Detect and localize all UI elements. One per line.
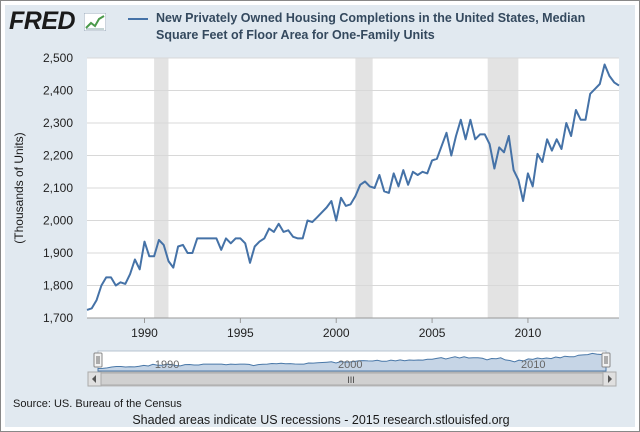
- y-tick-label: 1,900: [43, 246, 73, 260]
- navigator-tick-label: 2010: [521, 359, 545, 371]
- navigator-tick-label: 2000: [338, 359, 362, 371]
- navigator-right-handle[interactable]: [601, 352, 611, 368]
- x-tick-label: 2010: [515, 326, 542, 340]
- x-tick-label: 2005: [419, 326, 446, 340]
- x-tick-label: 2000: [323, 326, 350, 340]
- y-tick-label: 2,300: [43, 116, 73, 130]
- navigator-series: [97, 352, 607, 372]
- legend-line-swatch: [128, 18, 148, 20]
- source-note: Source: US. Bureau of the Census: [13, 398, 182, 410]
- y-tick-label: 2,100: [43, 181, 73, 195]
- navigator-tick-label: 1990: [155, 359, 179, 371]
- y-tick-label: 2,500: [43, 51, 73, 65]
- recession-note: Shaded areas indicate US recessions - 20…: [132, 413, 510, 427]
- y-tick-label: 1,700: [43, 311, 73, 325]
- logo-text: FRED: [9, 7, 76, 35]
- y-tick-label: 2,000: [43, 214, 73, 228]
- chart-title: New Privately Owned Housing Completions …: [156, 11, 586, 42]
- x-tick-label: 1995: [227, 326, 254, 340]
- y-tick-label: 2,400: [43, 84, 73, 98]
- y-tick-label: 2,200: [43, 149, 73, 163]
- series-line: [86, 63, 620, 311]
- scroll-right-arrow-icon: [608, 375, 612, 383]
- y-tick-label: 1,800: [43, 279, 73, 293]
- chart-graph-icon: [83, 12, 107, 32]
- x-tick-label: 1990: [131, 326, 158, 340]
- scrollbar-grip: III: [347, 375, 355, 385]
- scroll-left-arrow-icon: [92, 375, 96, 383]
- navigator-left-handle[interactable]: [93, 352, 103, 368]
- fred-logo[interactable]: FRED: [9, 7, 107, 36]
